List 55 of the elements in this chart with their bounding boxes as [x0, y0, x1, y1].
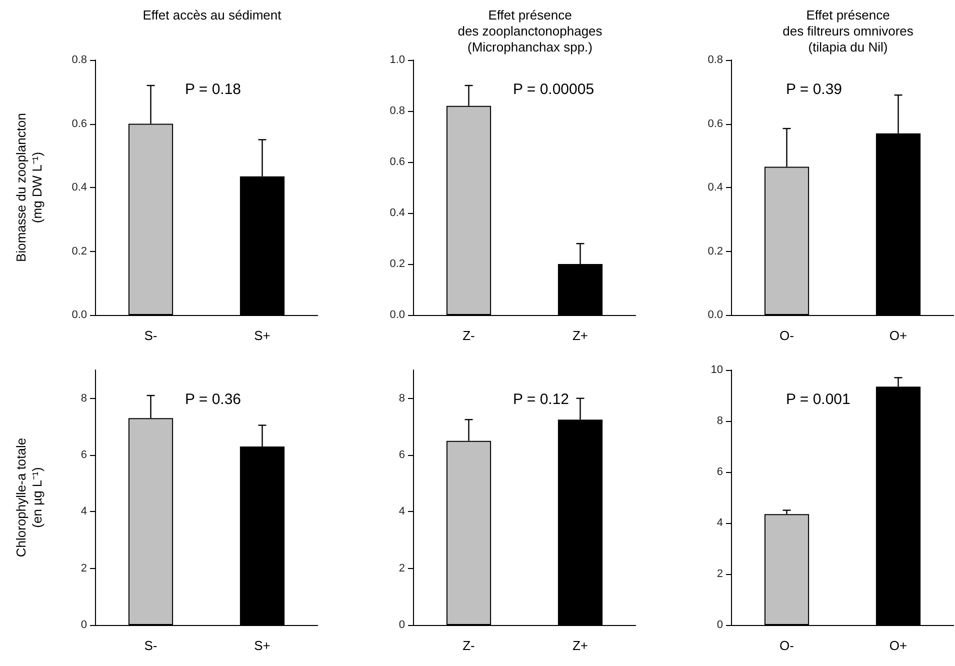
annotation: P = 0.18 [185, 81, 242, 98]
y-tick-label: 0.8 [72, 54, 87, 66]
x-tick-label: Z- [462, 638, 475, 653]
y-tick-label: 6 [716, 466, 723, 478]
y-axis-title: Biomasse du zooplancton (mg DW L⁻¹) [14, 113, 44, 262]
y-tick-label: 0.4 [708, 182, 723, 194]
y-tick-label: 4 [398, 506, 405, 518]
y-tick-label: 0.6 [72, 118, 87, 130]
y-tick-label: 0.2 [72, 245, 87, 258]
y-tick-label: 0.8 [390, 105, 405, 117]
y-tick-label: 0.4 [72, 182, 87, 194]
y-tick-label: 6 [398, 449, 405, 461]
y-tick-label: 1.0 [390, 54, 405, 66]
x-tick-label: O- [780, 328, 794, 343]
y-tick-label: 2 [80, 562, 87, 574]
x-tick-label: Z+ [572, 328, 588, 343]
x-tick-label: O+ [889, 638, 908, 653]
chart-title: Effet présence des filtreurs omnivores (tilapia du Nil) [782, 8, 914, 54]
annotation: P = 0.39 [786, 81, 842, 98]
chart-title: Effet accès au sédiment [142, 8, 282, 22]
y-tick-label: 8 [716, 415, 723, 427]
y-axis-title: Chlorophylle-a totale (en µg L⁻¹) [14, 438, 44, 558]
y-tick-label: 0.0 [708, 309, 723, 321]
x-tick-label: S- [144, 328, 158, 343]
annotation: P = 0.00005 [513, 81, 594, 98]
annotation: P = 0.36 [185, 391, 242, 408]
y-tick-label: 0.2 [708, 245, 723, 258]
y-tick-label: 8 [398, 392, 405, 404]
y-tick-label: 0 [80, 619, 87, 631]
x-tick-label: Z+ [572, 638, 588, 653]
annotation: P = 0.12 [513, 391, 570, 408]
y-tick-label: 0.0 [390, 309, 405, 321]
y-tick-label: 0 [398, 619, 405, 631]
x-tick-label: S+ [254, 638, 270, 653]
y-tick-label: 0.2 [390, 258, 405, 270]
y-tick-label: 0.6 [708, 118, 723, 130]
y-tick-label: 10 [710, 364, 723, 376]
x-tick-label: S- [144, 638, 158, 653]
y-tick-label: 8 [80, 392, 87, 404]
y-tick-label: 4 [80, 506, 87, 518]
y-tick-label: 6 [80, 449, 87, 461]
y-tick-label: 2 [716, 568, 723, 580]
y-tick-label: 0.0 [72, 309, 87, 321]
y-tick-label: 0.8 [708, 54, 723, 66]
x-tick-label: O+ [889, 328, 908, 343]
y-tick-label: 0.6 [390, 156, 405, 168]
x-tick-label: O- [780, 638, 794, 653]
x-tick-label: S+ [254, 328, 270, 343]
annotation: P = 0.001 [786, 391, 850, 408]
x-tick-label: Z- [462, 328, 475, 343]
chart-title: Effet présence des zooplanctonophages (Microphanchax spp.) [458, 8, 603, 54]
y-tick-label: 4 [716, 517, 723, 529]
y-tick-label: 2 [398, 562, 405, 574]
y-tick-label: 0.4 [390, 207, 405, 219]
y-tick-label: 0 [716, 619, 723, 631]
